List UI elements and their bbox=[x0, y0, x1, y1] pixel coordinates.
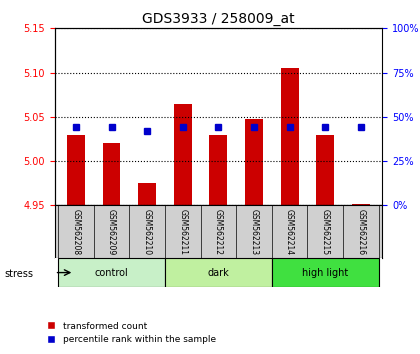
Text: GSM562211: GSM562211 bbox=[178, 209, 187, 255]
Text: GSM562209: GSM562209 bbox=[107, 209, 116, 255]
Text: GSM562216: GSM562216 bbox=[356, 209, 365, 255]
Bar bbox=[210, 135, 227, 205]
Bar bbox=[316, 135, 334, 205]
Title: GDS3933 / 258009_at: GDS3933 / 258009_at bbox=[142, 12, 295, 26]
Text: dark: dark bbox=[207, 268, 229, 278]
FancyBboxPatch shape bbox=[165, 258, 272, 287]
Bar bbox=[138, 183, 156, 205]
Text: GSM562214: GSM562214 bbox=[285, 209, 294, 255]
Text: GSM562208: GSM562208 bbox=[71, 209, 81, 255]
Bar bbox=[102, 143, 121, 205]
FancyBboxPatch shape bbox=[58, 258, 165, 287]
Text: high light: high light bbox=[302, 268, 348, 278]
Text: stress: stress bbox=[4, 269, 33, 279]
Bar bbox=[352, 204, 370, 205]
Text: control: control bbox=[94, 268, 129, 278]
Legend: transformed count, percentile rank within the sample: transformed count, percentile rank withi… bbox=[47, 321, 216, 344]
Bar bbox=[245, 119, 263, 205]
Text: GSM562215: GSM562215 bbox=[321, 209, 330, 255]
Text: GSM562213: GSM562213 bbox=[249, 209, 258, 255]
Bar bbox=[67, 135, 85, 205]
Bar bbox=[174, 103, 192, 205]
Bar bbox=[281, 68, 299, 205]
FancyBboxPatch shape bbox=[272, 258, 379, 287]
Text: GSM562212: GSM562212 bbox=[214, 209, 223, 255]
Text: GSM562210: GSM562210 bbox=[143, 209, 152, 255]
